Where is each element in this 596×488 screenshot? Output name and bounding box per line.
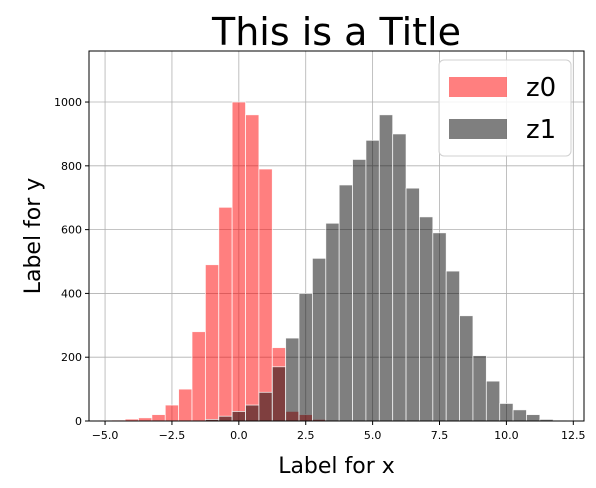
bar-z1 xyxy=(352,159,367,422)
y-tick-label: 800 xyxy=(61,160,82,173)
bar-z1 xyxy=(298,293,313,422)
x-tick-label: 5.0 xyxy=(364,429,382,442)
bar-z1 xyxy=(285,337,300,422)
y-tick-label: 200 xyxy=(61,351,82,364)
x-tick-label: 2.5 xyxy=(297,429,315,442)
y-tick-label: 400 xyxy=(61,287,82,300)
bar-z1 xyxy=(312,257,327,422)
axis-ticks: −5.0 −2.5 0.0 2.5 5.0 7.5 10.0 12.5 0 200 400 600 80… xyxy=(54,96,586,442)
x-axis-label: Label for x xyxy=(278,454,395,479)
bar-z1 xyxy=(459,315,474,422)
bar-z1 xyxy=(392,133,407,422)
bar-z0 xyxy=(178,388,193,422)
bar-z0 xyxy=(218,206,233,422)
bar-z1 xyxy=(512,409,527,422)
bar-z1 xyxy=(325,222,340,422)
bar-z1 xyxy=(485,380,501,422)
bar-z0 xyxy=(164,404,180,422)
bar-z1 xyxy=(365,139,380,422)
bar-z1 xyxy=(445,270,460,422)
bar-z1 xyxy=(526,414,541,422)
bar-z1 xyxy=(231,411,246,422)
bar-z1 xyxy=(432,232,447,422)
plot-frame xyxy=(88,50,585,422)
bar-z1 xyxy=(245,404,260,422)
y-tick-label: 0 xyxy=(75,415,82,428)
bar-z1 xyxy=(378,114,394,422)
bar-z1 xyxy=(271,366,287,422)
bar-z0 xyxy=(204,264,220,422)
bar-z0 xyxy=(191,331,206,422)
bar-z0 xyxy=(258,168,273,422)
bar-z1 xyxy=(258,391,273,422)
legend-label-z1: z1 xyxy=(526,115,556,145)
x-tick-label: 12.5 xyxy=(561,429,586,442)
y-axis-label: Label for y xyxy=(21,178,46,295)
y-tick-label: 1000 xyxy=(54,96,82,109)
histogram-bars xyxy=(97,101,568,422)
bar-z1 xyxy=(499,403,514,422)
x-tick-label: 0.0 xyxy=(230,429,248,442)
y-tick-label: 600 xyxy=(61,224,82,237)
x-tick-label: −5.0 xyxy=(92,429,119,442)
bar-z0 xyxy=(245,114,260,422)
legend-swatch-z1 xyxy=(449,119,507,139)
legend-swatch-z0 xyxy=(449,77,507,97)
bar-z1 xyxy=(472,355,487,422)
bar-z0 xyxy=(151,414,166,422)
x-tick-label: 10.0 xyxy=(494,429,519,442)
x-tick-label: 7.5 xyxy=(431,429,449,442)
bar-z1 xyxy=(419,216,434,422)
x-tick-label: −2.5 xyxy=(159,429,186,442)
bar-z1 xyxy=(218,415,233,422)
legend-label-z0: z0 xyxy=(526,73,556,103)
chart-title: This is a Title xyxy=(211,10,461,54)
bar-z0 xyxy=(231,101,246,422)
bar-z1 xyxy=(338,184,353,422)
bar-z1 xyxy=(405,187,420,422)
